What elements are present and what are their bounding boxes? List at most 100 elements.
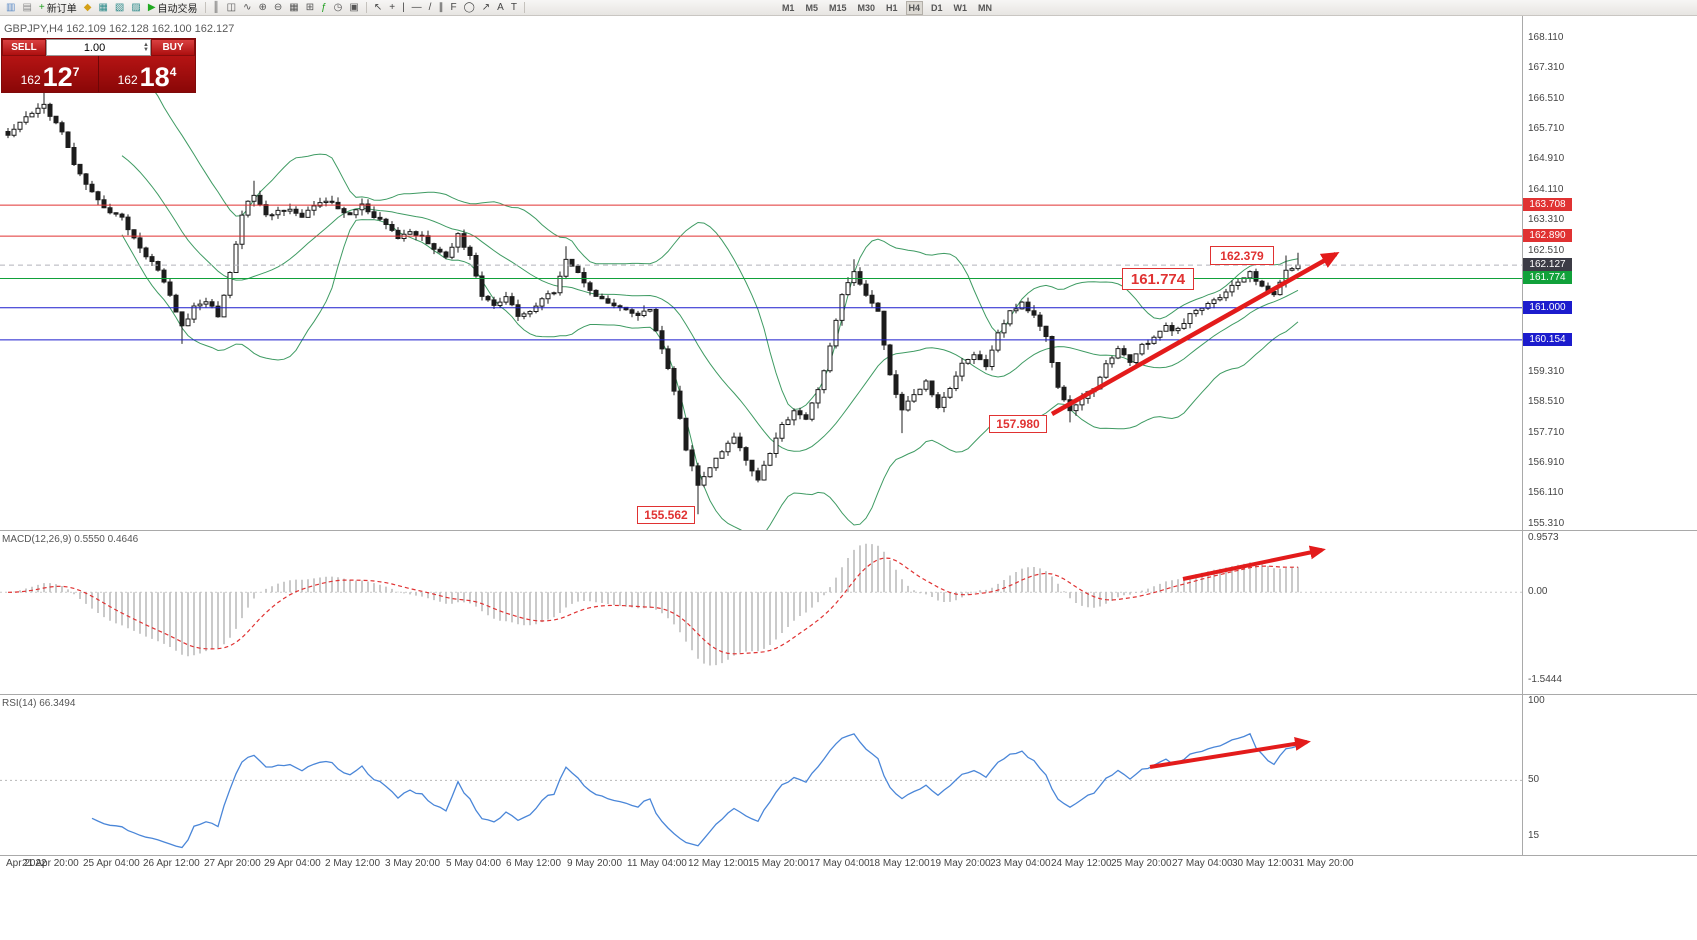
new-order-button-label: 新订单 bbox=[46, 4, 77, 15]
price-axis-label: 163.310 bbox=[1528, 214, 1565, 225]
price-axis-label: 166.510 bbox=[1528, 93, 1565, 104]
time-axis-label: 9 May 20:00 bbox=[567, 858, 623, 869]
price-axis-border bbox=[1522, 16, 1523, 855]
macd-panel-canvas[interactable] bbox=[0, 531, 1522, 694]
crosshair-icon: + bbox=[389, 1, 396, 13]
panel-separator[interactable] bbox=[0, 530, 1697, 531]
sell-button[interactable]: SELL bbox=[2, 39, 46, 56]
vertical-line-button[interactable]: | bbox=[399, 1, 408, 15]
autotrading-icon: ▶ bbox=[147, 1, 156, 13]
channel-icon: ∥ bbox=[438, 1, 444, 13]
autotrading-button-label: 自动交易 bbox=[157, 4, 198, 15]
timeframe-mn[interactable]: MN bbox=[978, 2, 993, 13]
candlesticks bbox=[5, 87, 1301, 515]
crosshair-button[interactable]: + bbox=[386, 1, 398, 15]
zoom-in-button[interactable]: ⊕ bbox=[255, 1, 269, 15]
bollinger-middle-band bbox=[121, 155, 1299, 452]
market-watch-icon: ▦ bbox=[98, 1, 108, 13]
autotrading-button[interactable]: ▶ 自动交易 bbox=[145, 1, 201, 16]
price-axis-badge-161.774: 161.774 bbox=[1523, 271, 1572, 284]
toolbar-separator bbox=[204, 2, 206, 13]
volume-stepper[interactable]: ▲▼ bbox=[46, 39, 151, 56]
timeframe-d1[interactable]: D1 bbox=[931, 2, 943, 13]
volume-input[interactable] bbox=[47, 41, 143, 54]
arrows-icon: ↗ bbox=[481, 1, 491, 13]
trendline-button[interactable]: / bbox=[426, 1, 435, 15]
templates-icon: ▣ bbox=[349, 1, 359, 13]
price-level-lines[interactable] bbox=[0, 204, 1522, 341]
price-axis-badge-163.708: 163.708 bbox=[1523, 198, 1572, 211]
trendline-icon: / bbox=[428, 1, 432, 13]
timeframe-m30[interactable]: M30 bbox=[857, 2, 875, 13]
timeframe-h1[interactable]: H1 bbox=[886, 2, 898, 13]
panel-separator[interactable] bbox=[0, 694, 1697, 695]
rsi-axis-label: 15 bbox=[1528, 830, 1540, 841]
shapes-button[interactable]: ◯ bbox=[461, 1, 478, 15]
rsi-panel-canvas[interactable] bbox=[0, 695, 1522, 855]
fibonacci-button[interactable]: F bbox=[447, 1, 459, 15]
periods-icon: ◷ bbox=[333, 1, 343, 13]
trend-arrow[interactable] bbox=[1050, 252, 1340, 416]
price-chart-canvas[interactable] bbox=[0, 16, 1522, 530]
periods-button[interactable]: ◷ bbox=[331, 1, 346, 15]
text-label-button[interactable]: T bbox=[508, 1, 520, 15]
price-axis-label: 164.110 bbox=[1528, 184, 1564, 195]
grid-button[interactable]: ▦ bbox=[286, 1, 301, 15]
volume-down-icon[interactable]: ▼ bbox=[143, 46, 149, 53]
zoom-out-button[interactable]: ⊖ bbox=[271, 1, 285, 15]
indicators-button[interactable]: ƒ bbox=[318, 1, 330, 15]
new-chart-button[interactable]: ▥ bbox=[3, 1, 18, 15]
time-axis-label: 25 Apr 04:00 bbox=[83, 858, 140, 869]
timeframe-h4[interactable]: H4 bbox=[905, 0, 924, 15]
volume-spinner: ▲ ▼ bbox=[142, 41, 150, 53]
bearish-candle-bodies bbox=[5, 103, 1277, 486]
cursor-button[interactable]: ↖ bbox=[371, 1, 385, 15]
rsi-trend-arrow[interactable] bbox=[1149, 736, 1311, 769]
ask-price[interactable]: 162 18 4 bbox=[99, 56, 195, 92]
timeframe-w1[interactable]: W1 bbox=[953, 2, 968, 13]
ask-main-digits: 18 bbox=[139, 62, 170, 92]
time-axis[interactable]: Apr 2022 21 Apr 20:00 25 Apr 04:00 26 Apr 1… bbox=[0, 856, 1697, 874]
alerts-button[interactable]: ◆ bbox=[81, 1, 95, 15]
buy-button[interactable]: BUY bbox=[151, 39, 195, 56]
fibonacci-icon: F bbox=[450, 1, 457, 13]
ask-pip-digit: 4 bbox=[169, 65, 177, 79]
terminal-button[interactable]: ▨ bbox=[128, 1, 143, 15]
timeframe-m15[interactable]: M15 bbox=[828, 2, 847, 13]
time-axis-label: 12 May 12:00 bbox=[688, 858, 749, 869]
tile-windows-button[interactable]: ⊞ bbox=[303, 1, 317, 15]
macd-axis-label: 0.00 bbox=[1528, 586, 1548, 597]
navigator-button[interactable]: ▧ bbox=[112, 1, 127, 15]
toolbar-group-chart-tools: ║ ◫ ∿ ⊕ ⊖ ▦ ⊞ ƒ ◷ ▣ bbox=[210, 1, 362, 15]
timeframe-m1[interactable]: M1 bbox=[781, 2, 795, 13]
candlestick-button[interactable]: ◫ bbox=[224, 1, 239, 15]
shapes-icon: ◯ bbox=[463, 1, 475, 13]
bollinger-lower-band bbox=[121, 219, 1299, 530]
channel-button[interactable]: ∥ bbox=[435, 1, 446, 15]
profiles-button[interactable]: ▤ bbox=[19, 1, 34, 15]
bid-main-digits: 12 bbox=[42, 62, 73, 92]
bid-prefix: 162 bbox=[20, 73, 41, 87]
market-watch-button[interactable]: ▦ bbox=[95, 1, 110, 15]
text-label-icon: T bbox=[510, 1, 517, 13]
vertical-line-icon: | bbox=[402, 1, 405, 13]
rsi-indicator-label: RSI(14) 66.3494 bbox=[2, 698, 76, 709]
new-order-icon: + bbox=[38, 1, 45, 13]
text-button[interactable]: A bbox=[494, 1, 507, 15]
new-order-button[interactable]: + 新订单 bbox=[36, 1, 80, 16]
toolbar-group-timeframes: M1 M5 M15 M30 H1 H4 D1 W1 MN bbox=[779, 0, 995, 15]
templates-button[interactable]: ▣ bbox=[346, 1, 361, 15]
bid-price[interactable]: 162 12 7 bbox=[2, 56, 99, 92]
line-chart-button[interactable]: ∿ bbox=[240, 1, 254, 15]
price-axis-label: 168.110 bbox=[1528, 32, 1564, 43]
bollinger-upper-band bbox=[121, 75, 1299, 411]
volume-up-icon[interactable]: ▲ bbox=[143, 41, 149, 48]
arrows-button[interactable]: ↗ bbox=[479, 1, 493, 15]
bar-chart-button[interactable]: ║ bbox=[210, 1, 223, 15]
macd-trend-arrow[interactable] bbox=[1182, 545, 1326, 581]
price-axis-label: 167.310 bbox=[1528, 62, 1565, 73]
time-axis-label: 31 May 20:00 bbox=[1293, 858, 1354, 869]
horizontal-line-button[interactable]: — bbox=[409, 1, 425, 15]
timeframe-m5[interactable]: M5 bbox=[805, 2, 818, 13]
toolbar-separator bbox=[365, 2, 367, 13]
